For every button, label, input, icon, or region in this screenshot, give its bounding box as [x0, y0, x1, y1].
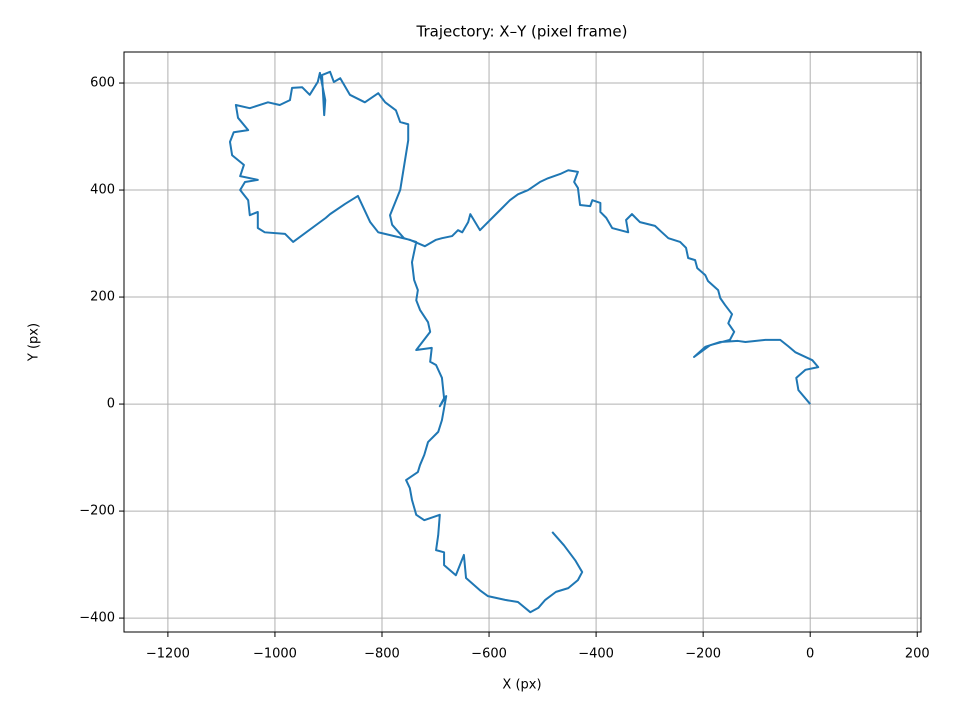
chart-title: Trajectory: X–Y (pixel frame) [416, 23, 628, 41]
x-tick-label: 0 [806, 647, 814, 662]
x-tick-label: −1200 [146, 647, 190, 662]
y-tick-label: 0 [107, 397, 115, 412]
y-tick-label: −400 [79, 611, 115, 626]
x-tick-label: −200 [685, 647, 721, 662]
x-axis-label: X (px) [502, 678, 541, 693]
trajectory-line [228, 70, 820, 614]
y-tick-label: 200 [90, 290, 115, 305]
x-tick-label: −400 [578, 647, 614, 662]
plot-frame [123, 51, 922, 633]
x-tick-label: 200 [905, 647, 930, 662]
y-tick-label: 400 [90, 183, 115, 198]
y-tick-label: −200 [79, 504, 115, 519]
y-axis-label: Y (px) [27, 323, 42, 362]
x-tick-label: −600 [471, 647, 507, 662]
x-tick-label: −1000 [253, 647, 297, 662]
y-tick-label: 600 [90, 76, 115, 91]
x-tick-label: −800 [364, 647, 400, 662]
